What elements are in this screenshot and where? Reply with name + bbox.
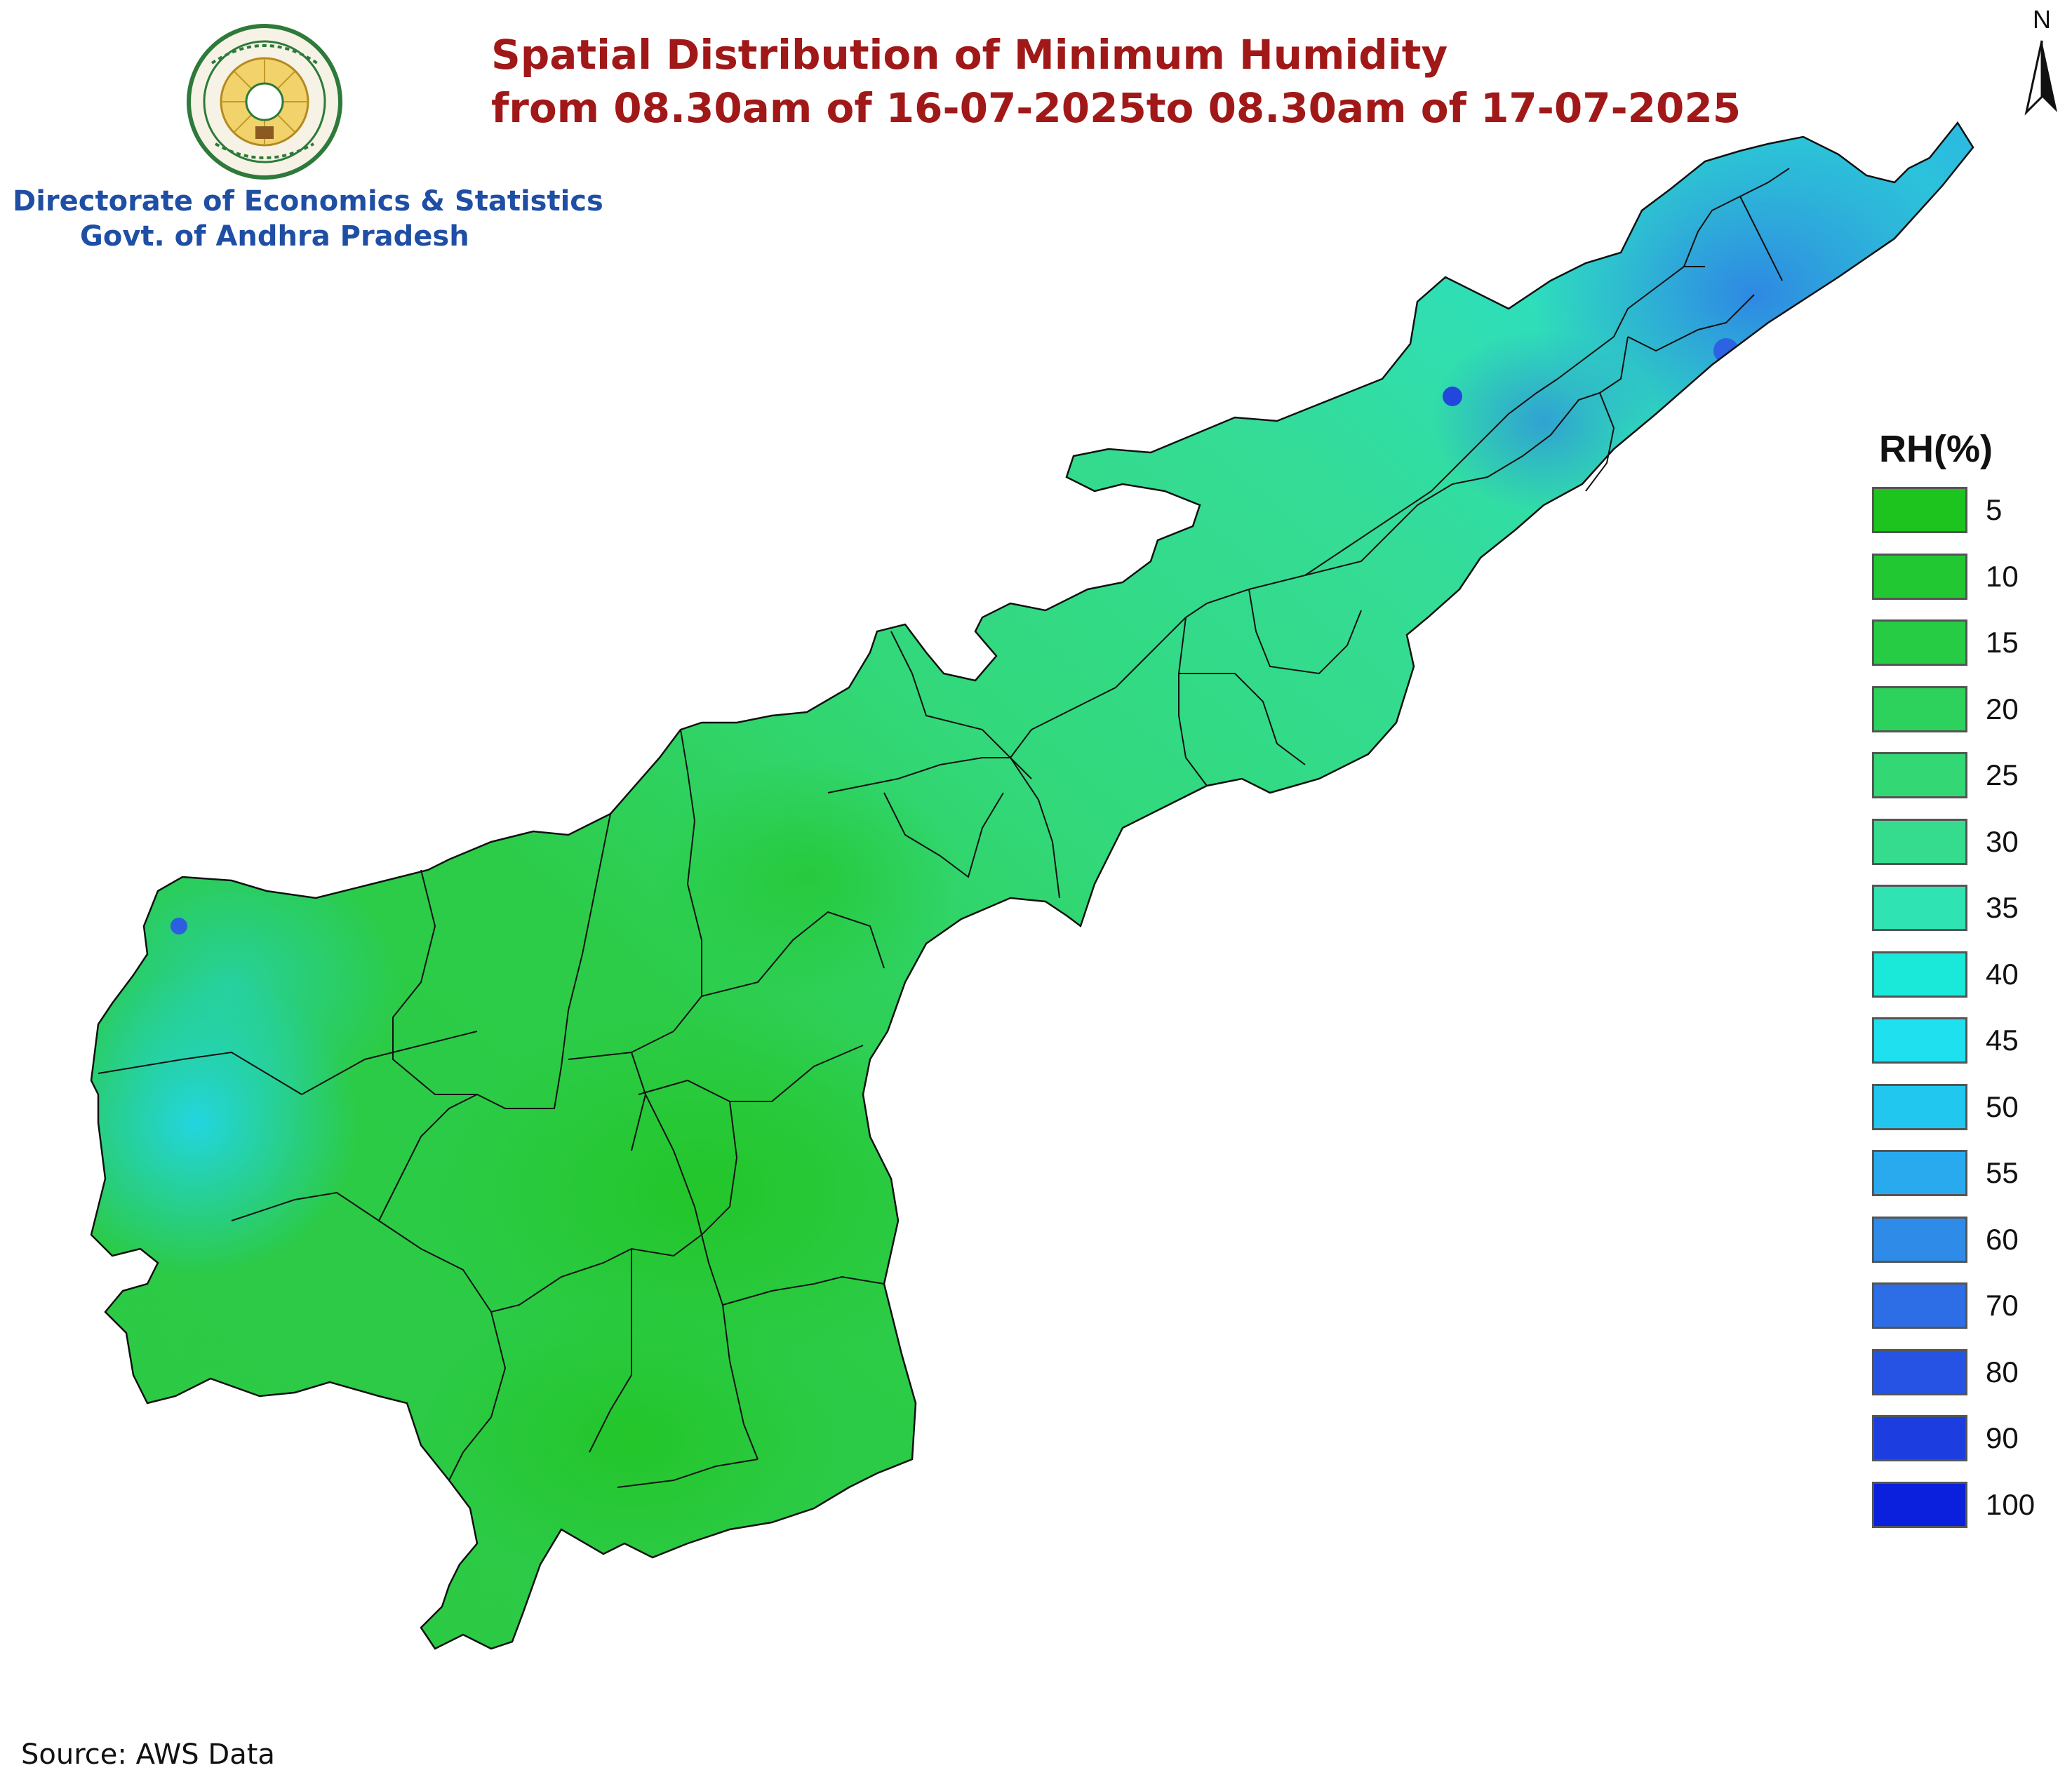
legend-swatch xyxy=(1872,818,1967,865)
legend-label: 60 xyxy=(1986,1222,2019,1256)
legend-swatch xyxy=(1872,1415,1967,1461)
legend-label: 50 xyxy=(1986,1090,2019,1123)
legend-label: 100 xyxy=(1986,1487,2036,1521)
legend-items: 5 10 15 20 25 30 35 40 45 50 55 60 70 80 90 100 xyxy=(1872,484,2061,1545)
legend-label: 80 xyxy=(1986,1355,2019,1388)
legend-swatch xyxy=(1872,619,1967,666)
legend-label: 5 xyxy=(1986,493,2003,526)
legend-item: 45 xyxy=(1872,1014,2061,1081)
legend-swatch xyxy=(1872,685,1967,732)
north-arrow: N xyxy=(2014,5,2070,119)
legend-label: 45 xyxy=(1986,1024,2019,1057)
legend-label: 55 xyxy=(1986,1156,2019,1189)
legend-swatch xyxy=(1872,951,1967,998)
legend-swatch xyxy=(1872,1481,1967,1528)
legend-item: 5 xyxy=(1872,484,2061,551)
legend-item: 100 xyxy=(1872,1479,2061,1546)
legend-swatch xyxy=(1872,1083,1967,1130)
legend-item: 15 xyxy=(1872,617,2061,683)
north-label: N xyxy=(2033,7,2051,34)
legend-item: 70 xyxy=(1872,1280,2061,1346)
source-note: Source: AWS Data xyxy=(21,1738,275,1771)
legend-label: 10 xyxy=(1986,559,2019,593)
legend-item: 80 xyxy=(1872,1346,2061,1413)
legend-item: 50 xyxy=(1872,1081,2061,1148)
legend: RH(%) 5 10 15 20 25 30 35 40 45 50 55 60 70 80 90 100 xyxy=(1872,428,2061,1545)
organization-name: Directorate of Economics & Statistics Go… xyxy=(13,184,603,254)
legend-item: 30 xyxy=(1872,816,2061,883)
legend-item: 20 xyxy=(1872,683,2061,750)
legend-label: 40 xyxy=(1986,957,2019,991)
legend-item: 25 xyxy=(1872,749,2061,816)
legend-swatch xyxy=(1872,1150,1967,1196)
legend-item: 60 xyxy=(1872,1214,2061,1280)
legend-item: 90 xyxy=(1872,1412,2061,1479)
legend-title: RH(%) xyxy=(1879,428,1993,470)
government-seal-icon xyxy=(187,24,342,180)
legend-item: 55 xyxy=(1872,1147,2061,1214)
legend-swatch xyxy=(1872,1216,1967,1263)
legend-swatch xyxy=(1872,1348,1967,1395)
legend-swatch xyxy=(1872,1017,1967,1064)
organization-line-1: Directorate of Economics & Statistics xyxy=(13,185,603,217)
legend-label: 15 xyxy=(1986,626,2019,659)
legend-swatch xyxy=(1872,487,1967,533)
legend-item: 40 xyxy=(1872,949,2061,1015)
north-arrow-icon: N xyxy=(2024,5,2057,116)
legend-swatch xyxy=(1872,1282,1967,1329)
legend-swatch xyxy=(1872,752,1967,798)
legend-item: 10 xyxy=(1872,551,2061,617)
legend-swatch xyxy=(1872,885,1967,931)
legend-label: 30 xyxy=(1986,824,2019,858)
legend-label: 90 xyxy=(1986,1421,2019,1454)
organization-line-2: Govt. of Andhra Pradesh xyxy=(80,220,469,253)
legend-label: 70 xyxy=(1986,1289,2019,1322)
legend-label: 20 xyxy=(1986,692,2019,725)
legend-item: 35 xyxy=(1872,882,2061,949)
district-boundaries xyxy=(98,168,1790,1488)
legend-label: 25 xyxy=(1986,758,2019,791)
legend-label: 35 xyxy=(1986,891,2019,924)
legend-swatch xyxy=(1872,553,1967,600)
